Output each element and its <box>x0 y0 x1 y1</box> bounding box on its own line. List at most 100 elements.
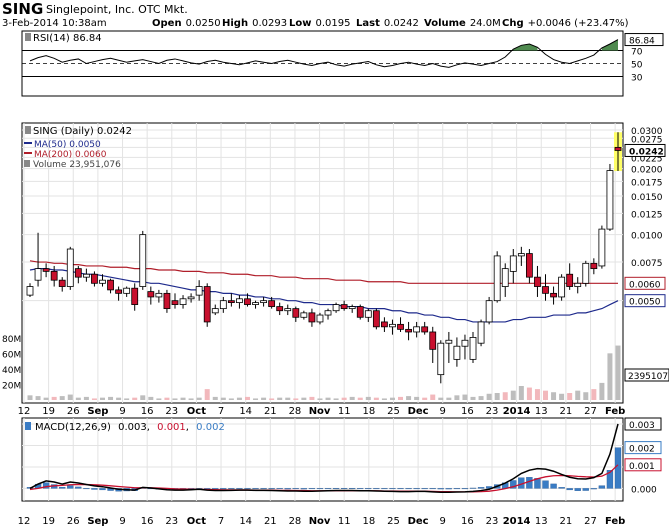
candle-body <box>195 286 203 296</box>
price-x-tick-label: 7 <box>218 406 224 417</box>
candle <box>445 331 453 363</box>
candle-body <box>252 302 259 305</box>
volume-bar <box>67 394 73 400</box>
candle-body <box>542 286 549 294</box>
quote-field: Open 0.0250 <box>152 18 221 29</box>
volume-tick-label: 80M <box>2 335 21 345</box>
quote-header: SING Singlepoint, Inc. OTC Mkt. 3-Feb-20… <box>2 0 629 29</box>
macd-histogram-bar <box>598 485 606 489</box>
candle-body <box>453 345 461 360</box>
volume-bar <box>470 396 476 400</box>
candle-body <box>300 312 308 318</box>
candle <box>74 265 82 284</box>
candle-body <box>211 308 219 314</box>
volume-last-value-box <box>624 368 669 382</box>
candle-body <box>171 300 179 305</box>
candle <box>364 308 372 322</box>
candle <box>372 308 380 330</box>
candle-body <box>147 291 155 298</box>
candle-body <box>284 308 292 312</box>
candle <box>131 283 139 311</box>
price-x-tick-label: 2014 <box>503 406 531 417</box>
price-tick-label: 0.0125 <box>631 210 663 220</box>
volume-bar <box>43 397 49 400</box>
volume-bar <box>83 396 89 400</box>
volume-bar <box>414 396 420 400</box>
macd-histogram-bar <box>324 488 332 490</box>
candle <box>155 289 163 303</box>
volume-tick-label: 40M <box>2 366 21 376</box>
candle-body <box>139 234 147 287</box>
macd-histogram-bar <box>566 488 573 491</box>
candle-body <box>590 262 598 270</box>
macd-x-ticks: 12 19 26 Sep 9 16 23 Oct 7 14 21 28 Nov 11 18 25 Dec 9 16 2… <box>18 516 626 527</box>
macd-hist-last-value-text: 0.002 <box>629 445 655 455</box>
ma50-line <box>29 268 619 323</box>
candle <box>437 340 445 384</box>
macd-histogram-bar <box>381 488 388 490</box>
macd-histogram-bar <box>469 487 477 489</box>
candle <box>493 251 501 303</box>
volume-last-value: 23951076 <box>624 368 669 382</box>
quote-fields: Open 0.0250 High 0.0293 Low 0.0195 Last 0.0242 V… <box>152 18 629 29</box>
candle <box>550 286 557 305</box>
macd-histogram-bar <box>276 488 283 490</box>
volume-bar <box>51 396 57 400</box>
rsi-y-ticks: 70 50 30 86.84 <box>624 33 664 84</box>
volume-bar <box>236 397 242 400</box>
volume-bar <box>212 396 218 400</box>
ma200-legend-text: MA(200) 0.0060 <box>34 150 107 160</box>
volume-bar <box>99 397 105 400</box>
macd-last-value-box <box>624 417 662 431</box>
price-tick-label: 0.0075 <box>631 259 663 269</box>
price-tick-label: 0.0200 <box>631 166 663 176</box>
candle <box>558 274 566 301</box>
candle-body <box>316 314 324 323</box>
price-tick-label: 0.0300 <box>631 127 663 137</box>
candle <box>115 286 123 301</box>
macd-histogram-bar <box>389 488 396 490</box>
volume-bar <box>406 396 412 400</box>
macd-legend-sep1: , <box>147 422 150 433</box>
quote-label: Low <box>289 18 311 29</box>
candle-body <box>461 339 469 347</box>
price-tick-label: 0.0275 <box>631 135 663 145</box>
company-name: Singlepoint, Inc. OTC Mkt. <box>46 3 188 16</box>
candle-body <box>397 323 404 330</box>
candle <box>509 249 517 284</box>
candle <box>260 296 267 307</box>
volume-bar <box>317 398 323 400</box>
rsi-tick-label: 30 <box>631 74 643 84</box>
macd-x-tick-label: 16 <box>141 516 154 527</box>
quote-label: Open <box>152 18 182 29</box>
price-x-tick-label: 12 <box>18 406 31 417</box>
candle <box>340 300 348 311</box>
candle <box>429 326 437 363</box>
macd-histogram-bar <box>349 488 356 489</box>
candle <box>211 304 219 316</box>
macd-x-tick-label: Oct <box>187 516 206 527</box>
macd-signal-last-value-text: 0.001 <box>629 462 655 472</box>
candle <box>590 258 598 275</box>
volume-bar <box>373 397 379 400</box>
quote-datetime: 3-Feb-2014 10:38am <box>2 18 107 29</box>
rsi-panel: 70 50 30 86.84 RSI(14) 86.84 <box>21 30 664 97</box>
candles <box>26 132 622 384</box>
volume-bar <box>140 395 146 400</box>
macd-x-tick-label: Sep <box>87 516 108 527</box>
candle-body <box>348 306 356 310</box>
candle-body <box>203 286 211 323</box>
macd-x-tick-label: 14 <box>239 516 252 527</box>
volume-bar <box>534 389 540 400</box>
volume-bar <box>75 397 81 400</box>
macd-x-tick-label: 23 <box>486 516 499 527</box>
candle-body <box>517 253 525 257</box>
macd-x-tick-label: 2014 <box>503 516 531 527</box>
volume-bar <box>575 390 581 400</box>
candle <box>284 304 292 316</box>
candle <box>469 331 477 363</box>
macd-histogram-bar <box>332 488 340 489</box>
candle <box>461 334 469 360</box>
candle-body <box>155 292 163 298</box>
candle-body <box>123 287 131 294</box>
